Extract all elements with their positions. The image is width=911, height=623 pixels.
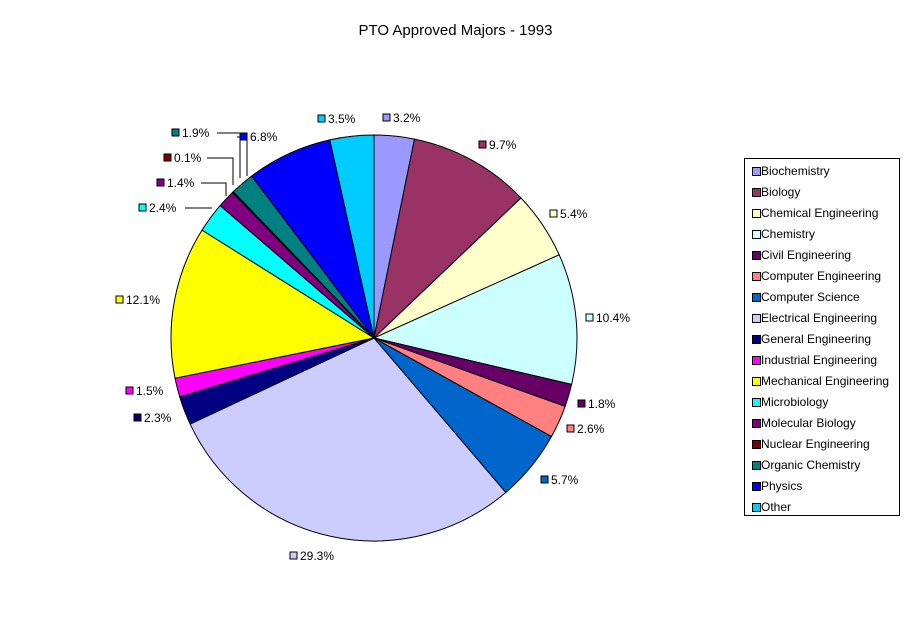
- data-label: 6.8%: [250, 130, 278, 144]
- data-label-swatch: [115, 295, 124, 304]
- data-label: 3.5%: [328, 112, 356, 126]
- legend-label: Civil Engineering: [761, 248, 852, 262]
- data-label-swatch: [138, 203, 147, 212]
- legend-label: Biology: [761, 185, 801, 199]
- data-label: 2.3%: [144, 411, 172, 425]
- data-label-swatch: [317, 114, 326, 123]
- legend-swatch: [752, 272, 761, 281]
- data-label: 3.2%: [393, 111, 421, 125]
- data-label: 1.9%: [182, 126, 210, 140]
- pie-slice-mechanical-engineering: [170, 229, 376, 379]
- legend-label: Biochemistry: [761, 164, 830, 178]
- leader-line: [217, 132, 241, 178]
- data-label-swatch: [549, 209, 558, 218]
- legend-swatch: [752, 398, 761, 407]
- chart-title: PTO Approved Majors - 1993: [358, 22, 553, 39]
- pie-slice-electrical-engineering: [189, 337, 507, 542]
- data-label: 10.4%: [596, 311, 630, 325]
- data-label: 2.4%: [149, 201, 177, 215]
- legend-swatch: [752, 251, 761, 260]
- legend-swatch: [752, 293, 761, 302]
- data-label-swatch: [540, 475, 549, 484]
- data-label: 5.4%: [560, 207, 588, 221]
- data-label-swatch: [289, 551, 298, 560]
- leader-line: [237, 136, 248, 176]
- data-label: 2.6%: [577, 422, 605, 436]
- data-label-swatch: [125, 386, 134, 395]
- legend-label: Physics: [761, 479, 803, 493]
- legend-label: Nuclear Engineering: [761, 437, 870, 451]
- legend-swatch: [752, 419, 761, 428]
- legend-label: Microbiology: [761, 395, 829, 409]
- data-label: 1.4%: [167, 176, 195, 190]
- data-label-swatch: [577, 399, 586, 408]
- data-label-swatch: [239, 132, 248, 141]
- legend-label: Other: [761, 500, 792, 514]
- legend-label: General Engineering: [761, 332, 872, 346]
- legend-swatch: [752, 188, 761, 197]
- data-label-swatch: [478, 140, 487, 149]
- legend-label: Chemical Engineering: [761, 206, 879, 220]
- data-label-swatch: [585, 313, 594, 322]
- data-label-swatch: [163, 153, 172, 162]
- data-label-swatch: [171, 128, 180, 137]
- legend-swatch: [752, 356, 761, 365]
- pie-slice-other: [329, 134, 375, 339]
- legend-label: Molecular Biology: [761, 416, 856, 430]
- legend-label: Organic Chemistry: [761, 458, 861, 472]
- legend-label: Electrical Engineering: [761, 311, 878, 325]
- legend-swatch: [752, 377, 761, 386]
- legend-label: Chemistry: [761, 227, 816, 241]
- data-label: 0.1%: [174, 151, 202, 165]
- leader-line: [207, 157, 234, 185]
- leader-line: [201, 182, 227, 196]
- legend-swatch: [752, 335, 761, 344]
- data-label: 5.7%: [551, 473, 579, 487]
- legend-swatch: [752, 230, 761, 239]
- legend-swatch: [752, 440, 761, 449]
- pie-slice-chemistry: [372, 254, 578, 386]
- legend-label: Mechanical Engineering: [761, 374, 890, 388]
- legend-swatch: [752, 461, 761, 470]
- legend: Biochemistry Biology Chemical Engineering C…: [744, 158, 900, 516]
- data-label-swatch: [382, 113, 391, 122]
- data-label-swatch: [133, 413, 142, 422]
- legend-swatch: [752, 503, 761, 512]
- legend-swatch: [752, 314, 761, 323]
- legend-label: Computer Engineering: [761, 269, 882, 283]
- data-label: 1.5%: [136, 384, 164, 398]
- legend-swatch: [752, 209, 761, 218]
- data-label: 1.8%: [588, 397, 616, 411]
- data-label-swatch: [156, 178, 165, 187]
- data-label: 29.3%: [300, 549, 334, 563]
- data-label: 9.7%: [489, 138, 517, 152]
- legend-swatch: [752, 167, 761, 176]
- data-label-swatch: [566, 424, 575, 433]
- legend-label: Industrial Engineering: [761, 353, 878, 367]
- legend-label: Computer Science: [761, 290, 860, 304]
- data-label: 12.1%: [126, 293, 160, 307]
- legend-swatch: [752, 482, 761, 491]
- pie-slice-biology: [373, 138, 522, 340]
